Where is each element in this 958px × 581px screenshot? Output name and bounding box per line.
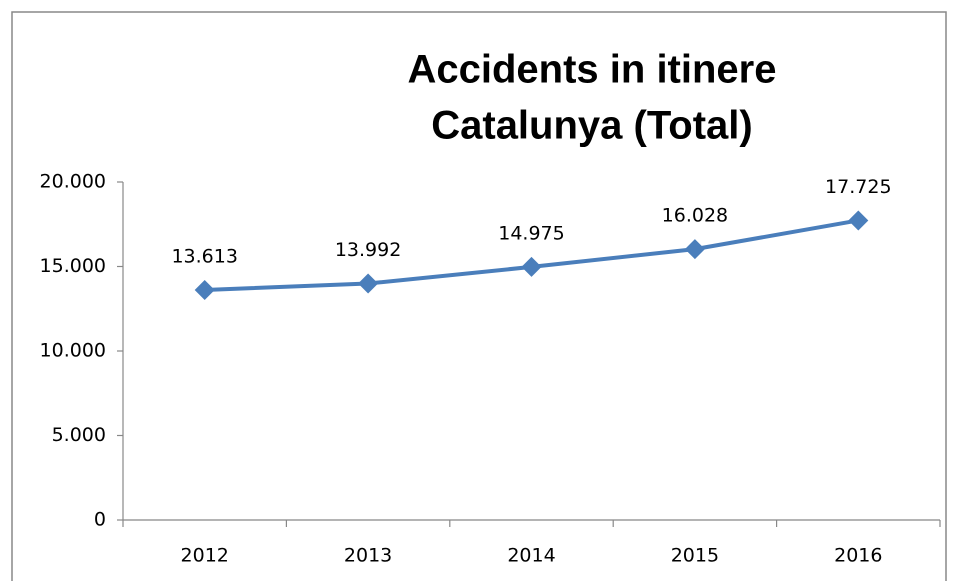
chart-title: Accidents in itinere	[408, 48, 777, 92]
x-tick-label: 2013	[344, 545, 392, 567]
data-point	[848, 210, 869, 231]
x-tick-label: 2015	[671, 545, 719, 567]
data-label: 13.613	[171, 245, 237, 267]
data-label: 14.975	[498, 222, 564, 244]
data-label: 16.028	[662, 205, 728, 227]
y-tick-label: 10.000	[40, 340, 106, 362]
data-point	[521, 256, 542, 277]
y-tick-label: 15.000	[40, 255, 106, 277]
x-tick-label: 2012	[181, 545, 229, 567]
y-tick-label: 20.000	[40, 171, 106, 193]
y-tick-label: 0	[94, 509, 106, 531]
chart-frame	[11, 11, 947, 581]
data-point	[194, 279, 215, 300]
x-tick-label: 2014	[507, 545, 555, 567]
data-label: 17.725	[825, 176, 891, 198]
x-tick-label: 2016	[834, 545, 882, 567]
data-point	[358, 273, 379, 294]
chart-title: Catalunya (Total)	[431, 104, 753, 148]
data-label: 13.992	[335, 239, 401, 261]
y-tick-label: 5.000	[52, 424, 106, 446]
data-point	[684, 239, 705, 260]
